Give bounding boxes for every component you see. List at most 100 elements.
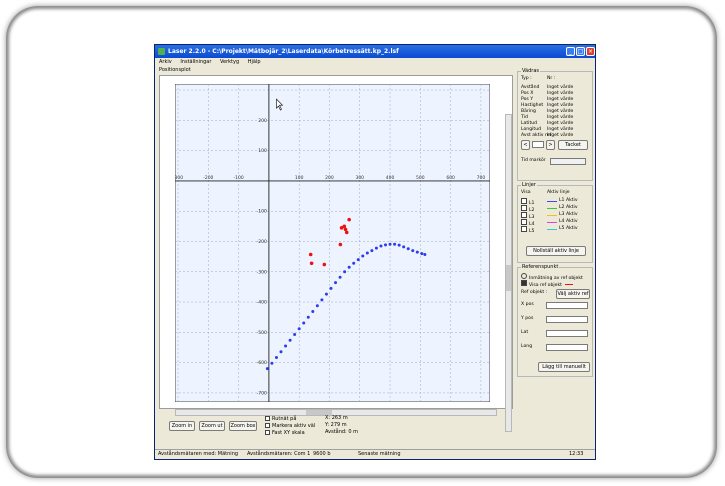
track-point (306, 315, 310, 319)
value-row-value: Inget värde (547, 91, 574, 96)
track-point (311, 309, 315, 313)
reference-point (308, 252, 313, 257)
reference-point (347, 217, 351, 222)
timer-label: Tid markör (521, 158, 546, 163)
track-point (361, 254, 365, 258)
ref-option-show[interactable]: Visa ref objekt (521, 280, 591, 288)
line-row[interactable]: L1 L1 Aktiv (521, 198, 591, 206)
value-row: Avst aktiv ref Inget värde (521, 133, 591, 139)
horizontal-scrollbar[interactable] (175, 409, 497, 416)
menu-bar: Arkiv Inställningar Verktyg Hjälp (155, 58, 595, 67)
sidebar: Vädras Typ : Nr : Avstånd Inget värde Pos X… (517, 67, 595, 453)
line-row[interactable]: L4 L4 Aktiv (521, 219, 591, 227)
menu-verktyg[interactable]: Verktyg (220, 59, 240, 65)
value-row-value: Inget värde (547, 97, 574, 102)
line-name: L1 (529, 201, 535, 206)
track-point (274, 355, 278, 359)
x-tick-label: 200 (325, 175, 334, 181)
type-label: Typ : (521, 76, 532, 81)
prev-button[interactable]: < (521, 140, 530, 150)
minimize-button[interactable]: _ (566, 47, 575, 56)
line-row[interactable]: L2 L2 Aktiv (521, 205, 591, 213)
y-tick-label: -600 (257, 360, 267, 366)
fixed-scale-checkbox[interactable]: Fast XY skala (265, 430, 305, 436)
close-button[interactable]: × (586, 47, 595, 56)
show-col-label: Visa (521, 190, 531, 195)
record-field[interactable] (532, 141, 544, 148)
value-row: Tid Inget värde (521, 115, 591, 121)
position-plot[interactable]: -300 -200 -100 100 200 300 400 500 600 700 200 100 -… (175, 84, 490, 402)
lines-panel: Linjer Visa Aktiv linje L1 L1 Aktiv L2 L2 Ak… (517, 182, 593, 263)
values-header: Typ : Nr : (521, 76, 591, 82)
select-ref-button[interactable]: Välj aktiv ref (556, 289, 590, 299)
ref-option-measure[interactable]: Inmätning av ref objekt (521, 273, 591, 281)
zoom-in-button[interactable]: Zoom in (169, 421, 195, 431)
value-row-key: Latitud (521, 121, 538, 126)
field-input[interactable] (546, 344, 588, 351)
value-row-value: Inget värde (547, 85, 574, 90)
line-name: L5 (529, 229, 535, 234)
value-row: Hastighet Inget värde (521, 103, 591, 109)
menu-hjalp[interactable]: Hjälp (247, 59, 261, 65)
mouse-cursor-icon (276, 98, 284, 111)
field-input[interactable] (546, 330, 588, 337)
track-point (338, 275, 342, 279)
track-point (279, 350, 283, 354)
zoom-box-button[interactable]: Zoom box (229, 421, 257, 431)
line-name: L3 (529, 215, 535, 220)
line-row[interactable]: L3 L3 Aktiv (521, 212, 591, 220)
track-point (352, 261, 356, 265)
value-row-value: Inget värde (547, 109, 574, 114)
track-point (293, 332, 297, 336)
field-input[interactable] (546, 302, 588, 309)
line-active-label: L4 Aktiv (559, 219, 578, 224)
track-point (411, 249, 415, 253)
x-tick-label: 100 (295, 175, 304, 181)
next-button[interactable]: > (546, 140, 555, 150)
line-color-swatch (547, 222, 557, 224)
reset-line-button[interactable]: Nollställ aktiv linje (526, 246, 586, 256)
line-active-label: L3 Aktiv (559, 212, 578, 217)
value-row: Latitud Inget värde (521, 121, 591, 127)
grid-checkbox-label: Rutnät på (272, 416, 297, 422)
app-icon (158, 48, 165, 55)
readout-distance: Avstånd: 0 m (325, 429, 358, 435)
value-row-key: Avst aktiv ref (521, 133, 552, 138)
reference-point (343, 227, 348, 232)
menu-arkiv[interactable]: Arkiv (159, 59, 172, 65)
y-tick-label: -500 (257, 330, 267, 336)
value-row: Pos Y Inget värde (521, 97, 591, 103)
x-tick-label: -100 (233, 175, 243, 181)
track-point (320, 298, 324, 302)
nr-label: Nr : (547, 76, 556, 81)
ref-color-line (564, 283, 573, 286)
horizontal-scroll-thumb[interactable] (306, 410, 332, 415)
reference-panel-title: Referenspunkt (521, 264, 560, 270)
x-tick-label: 400 (386, 175, 395, 181)
field-label: Long (521, 344, 533, 349)
ref-option-measure-label: Inmätning av ref objekt (529, 276, 583, 281)
line-row[interactable]: L5 L5 Aktiv (521, 226, 591, 234)
y-tick-label: -300 (257, 269, 267, 275)
vertical-scrollbar[interactable] (505, 114, 512, 432)
vertical-scroll-thumb[interactable] (506, 265, 511, 291)
track-point (302, 321, 306, 325)
reference-point (344, 230, 349, 235)
track-point (284, 344, 288, 348)
maximize-button[interactable]: □ (576, 47, 585, 56)
lines-header: Visa Aktiv linje (521, 190, 591, 196)
timer-slider[interactable] (550, 158, 586, 165)
grid-checkbox[interactable]: Rutnät på (265, 416, 296, 422)
track-point (270, 361, 274, 365)
title-bar: Laser 2.2.0 - C:\Projekt\Mätbojär_2\Lase… (155, 45, 595, 58)
line-active-label: L2 Aktiv (559, 205, 578, 210)
add-manual-button[interactable]: Lägg till manuellt (538, 362, 590, 372)
zoom-out-button[interactable]: Zoom ut (199, 421, 225, 431)
menu-installningar[interactable]: Inställningar (180, 59, 212, 65)
track-point (343, 270, 347, 274)
tacket-button[interactable]: Tacket (558, 140, 588, 150)
field-input[interactable] (546, 316, 588, 323)
mark-active-checkbox[interactable]: Markera aktiv väl (265, 423, 315, 429)
value-row: Pos X Inget värde (521, 91, 591, 97)
line-color-swatch (547, 229, 557, 231)
